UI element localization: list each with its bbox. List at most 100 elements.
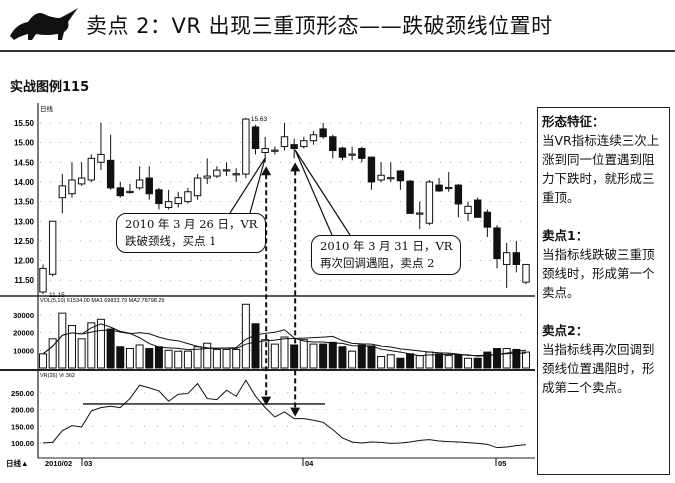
volume-bar — [193, 346, 202, 369]
notes-heading-sell-1: 卖点1： — [542, 228, 589, 243]
candle-body — [358, 148, 366, 159]
notes-text-sell-1: 当指标线跌破三重顶颈线时，形成第一个卖点。 — [542, 247, 655, 300]
candle-body — [116, 187, 124, 197]
candle-body — [261, 148, 269, 153]
volume-bar — [135, 344, 144, 369]
volume-bar — [435, 353, 444, 369]
candle-body — [309, 134, 318, 142]
candle-body — [155, 189, 163, 205]
volume-bar — [280, 336, 289, 369]
vr-tick-label: 150.00 — [11, 422, 34, 431]
arrow-up-icon — [261, 166, 272, 176]
volume-bar — [483, 351, 492, 369]
volume-bar — [367, 345, 376, 369]
price-tick-label: 12.50 — [14, 237, 35, 246]
volume-bar — [270, 343, 279, 369]
volume-bar — [328, 341, 337, 369]
arrow-down-icon — [290, 407, 301, 417]
candle-body — [222, 169, 231, 172]
volume-ma10-line — [42, 329, 526, 357]
candle-body — [184, 191, 192, 203]
chart-header-label: 日线 — [40, 104, 54, 113]
figure-label: 实战图例115 — [10, 80, 90, 95]
volume-bar — [67, 325, 76, 369]
volume-bar — [357, 344, 366, 369]
candle-body — [280, 136, 289, 148]
candle-body — [290, 144, 298, 150]
price-tick-label: 12.00 — [14, 257, 35, 266]
candle-body — [396, 170, 405, 182]
candle-body — [406, 180, 414, 214]
candle-body — [502, 252, 511, 265]
candle-body — [435, 184, 443, 192]
candle-body — [174, 197, 182, 205]
callout-1-line1: 2010 年 3 月 26 日，VR — [125, 217, 258, 231]
candle-body — [77, 177, 86, 185]
vr-tick-label: 100.00 — [11, 439, 34, 448]
bull-logo-icon — [10, 8, 78, 40]
candle-body — [319, 128, 327, 138]
candle-body — [522, 263, 530, 283]
volume-bar — [116, 346, 125, 369]
notes-heading-sell-2: 卖点2： — [542, 323, 589, 338]
volume-bar — [502, 348, 511, 369]
candle-body — [425, 181, 434, 224]
candle-body — [493, 227, 501, 260]
candle-body — [338, 147, 347, 158]
volume-bar — [39, 353, 47, 369]
vr-line — [42, 379, 527, 449]
candle-body — [377, 174, 385, 181]
notes-text-pattern: 当VR指标连续三次上涨到同一位置遇到阻力下跌时，就形成三重顶。 — [542, 133, 660, 205]
volume-tick-label: 30000 — [13, 311, 34, 320]
candle-body — [367, 156, 376, 183]
volume-bar — [251, 323, 260, 369]
candle-body — [87, 157, 95, 181]
page-title: 卖点 2：VR 出现三重顶形态——跌破颈线位置时 — [86, 14, 553, 38]
notes-panel: 形态特征： 当VR指标连续三次上涨到同一位置遇到阻力下跌时，就形成三重顶。 卖点1… — [537, 107, 670, 475]
volume-bar — [415, 355, 424, 369]
volume-bar — [241, 303, 250, 369]
candle-body — [387, 177, 395, 180]
low-price-label: 11.15 — [49, 292, 65, 299]
candle-body — [164, 201, 173, 208]
volume-bar — [96, 318, 105, 369]
volume-bar — [493, 348, 502, 369]
candle-body — [232, 173, 240, 176]
volume-tick-label: 20000 — [13, 329, 34, 338]
candle-body — [242, 118, 250, 175]
x-tick-label: 05 — [498, 459, 506, 468]
volume-header: VOL(5,10) 61534.00 MA1 69833.79 MA2 7879… — [40, 298, 164, 304]
candle-body — [106, 159, 115, 189]
volume-bar — [512, 348, 521, 369]
callout-2-line1: 2010 年 3 月 31 日，VR — [320, 239, 453, 253]
candle-body — [300, 140, 308, 148]
volume-bar — [58, 312, 67, 369]
volume-bar — [309, 343, 318, 369]
volume-bar — [454, 354, 463, 369]
candle-body — [193, 177, 202, 197]
arrow-up-icon — [290, 162, 301, 172]
volume-tick-label: 10000 — [13, 346, 34, 355]
callout-sell-point-1: 2010 年 3 月 26 日，VR 跌破颈线，买点 1 — [116, 213, 267, 253]
arrow-down-icon — [261, 396, 272, 406]
candle-body — [251, 126, 260, 150]
volume-bar — [164, 349, 173, 369]
candle-body — [58, 185, 67, 199]
price-tick-label: 14.50 — [14, 158, 35, 167]
volume-bar — [222, 348, 231, 369]
callout-2-line2: 再次回调遇阻，卖点 2 — [320, 256, 435, 270]
candle-body — [445, 186, 453, 190]
price-tick-label: 13.00 — [14, 217, 35, 226]
volume-bar — [48, 338, 57, 369]
vr-tick-label: 250.00 — [11, 389, 34, 398]
x-tick-label: 03 — [84, 459, 92, 468]
volume-bar — [464, 357, 473, 369]
volume-bar — [338, 346, 347, 369]
vr-header: VR(26) Vr 362 — [40, 373, 75, 379]
volume-bar — [125, 348, 134, 369]
candle-body — [483, 211, 492, 228]
candle-body — [68, 179, 76, 195]
price-tick-label: 11.50 — [14, 276, 34, 285]
candle-body — [48, 220, 57, 275]
x-tick-label: 04 — [305, 459, 314, 468]
